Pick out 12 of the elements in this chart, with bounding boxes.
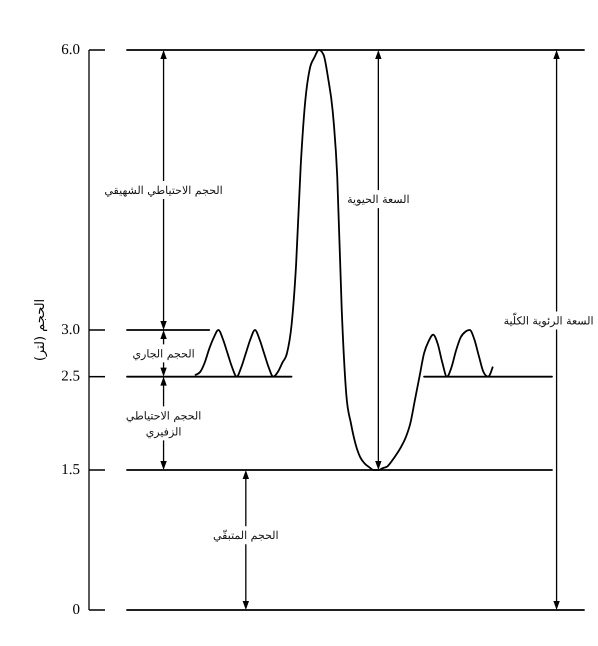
y-tick-label: 1.5 [61, 462, 80, 478]
annotation: الحجم الاحتياطي الزفيري [126, 408, 202, 438]
y-tick-label: 0 [72, 602, 80, 618]
annotation: الحجم المتبقّي [213, 528, 279, 542]
y-axis-title: الحجم (لتر) [32, 298, 48, 362]
annotation: الحجم الاحتياطي الشهيقي [104, 184, 223, 196]
y-tick-label: 3.0 [61, 322, 80, 338]
annotation: الحجم الجاري [132, 346, 195, 360]
annotation: السعة الرئوية الكلّية [504, 312, 594, 327]
y-tick-label: 6.0 [61, 42, 80, 58]
annotation: السعة الحيوية [347, 192, 410, 206]
y-tick-label: 2.5 [61, 368, 80, 385]
